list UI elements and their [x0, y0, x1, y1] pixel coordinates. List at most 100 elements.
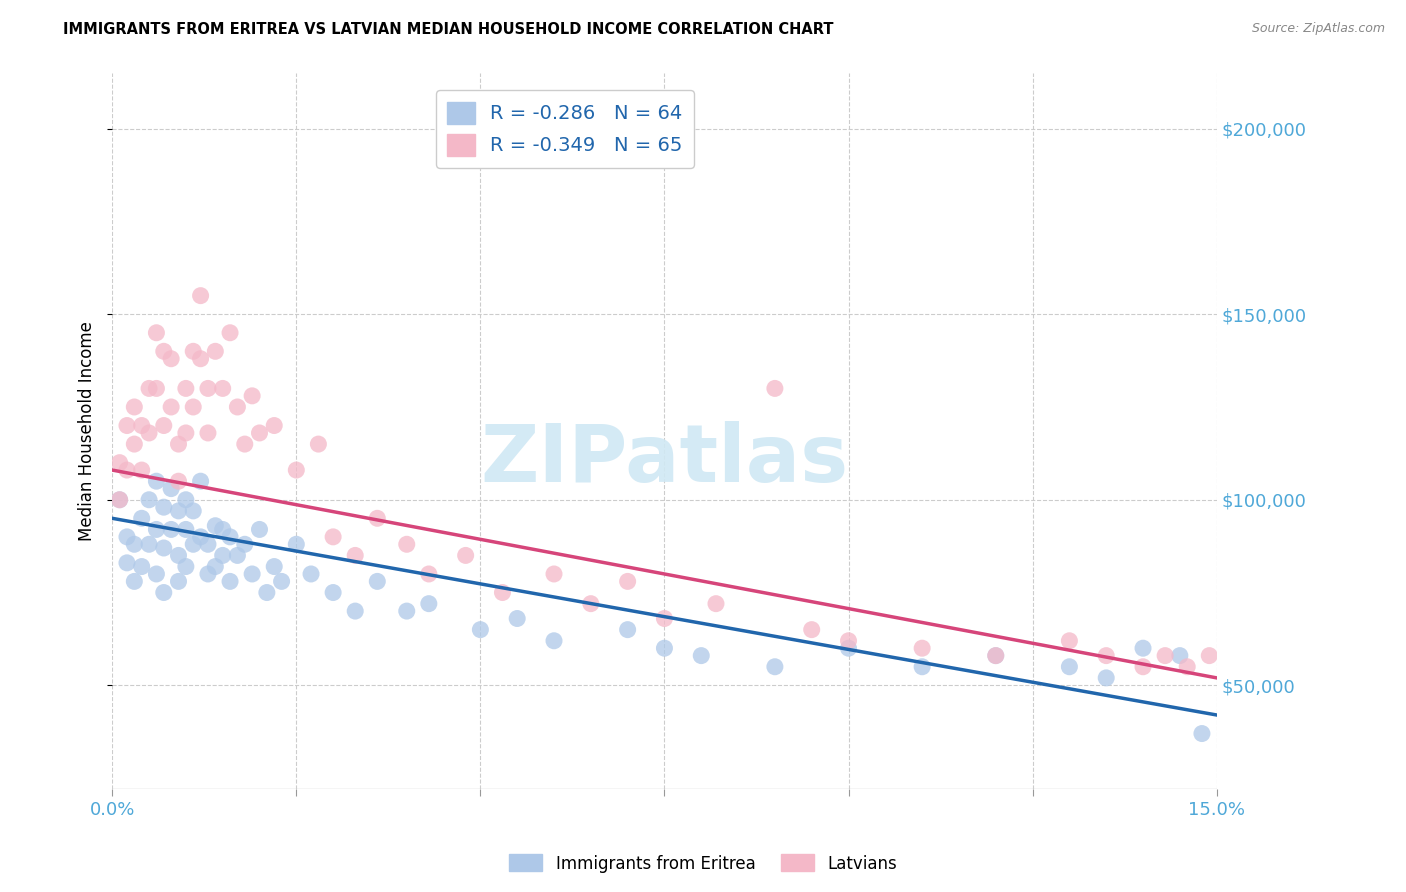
Point	[543, 633, 565, 648]
Point	[124, 537, 146, 551]
Point	[204, 518, 226, 533]
Point	[152, 585, 174, 599]
Point	[160, 523, 183, 537]
Point	[204, 559, 226, 574]
Point	[249, 425, 271, 440]
Point	[366, 511, 388, 525]
Point	[322, 530, 344, 544]
Point	[160, 482, 183, 496]
Point	[131, 511, 153, 525]
Point	[160, 400, 183, 414]
Point	[181, 504, 204, 518]
Point	[233, 537, 256, 551]
Point	[181, 344, 204, 359]
Point	[984, 648, 1007, 663]
Point	[174, 523, 197, 537]
Point	[1168, 648, 1191, 663]
Point	[984, 648, 1007, 663]
Point	[263, 559, 285, 574]
Point	[124, 400, 146, 414]
Point	[470, 623, 492, 637]
Point	[454, 549, 477, 563]
Point	[167, 574, 190, 589]
Point	[167, 474, 190, 488]
Point	[145, 381, 167, 395]
Point	[160, 351, 183, 366]
Point	[249, 523, 271, 537]
Legend: Immigrants from Eritrea, Latvians: Immigrants from Eritrea, Latvians	[502, 847, 904, 880]
Point	[1279, 671, 1302, 685]
Point	[1250, 686, 1272, 700]
Point	[1294, 723, 1316, 737]
Point	[131, 418, 153, 433]
Point	[190, 474, 212, 488]
Point	[240, 389, 263, 403]
Point	[115, 418, 138, 433]
Point	[1095, 648, 1118, 663]
Point	[152, 541, 174, 555]
Point	[506, 611, 529, 625]
Point	[197, 381, 219, 395]
Point	[270, 574, 292, 589]
Point	[344, 604, 367, 618]
Point	[115, 556, 138, 570]
Point	[579, 597, 602, 611]
Point	[395, 604, 418, 618]
Point	[145, 566, 167, 581]
Point	[167, 504, 190, 518]
Point	[138, 425, 160, 440]
Point	[911, 641, 934, 656]
Point	[174, 559, 197, 574]
Point	[226, 549, 249, 563]
Point	[263, 418, 285, 433]
Point	[299, 566, 322, 581]
Point	[366, 574, 388, 589]
Point	[219, 530, 242, 544]
Point	[174, 425, 197, 440]
Point	[152, 418, 174, 433]
Point	[145, 523, 167, 537]
Point	[174, 492, 197, 507]
Point	[131, 559, 153, 574]
Point	[219, 326, 242, 340]
Point	[211, 523, 233, 537]
Point	[190, 351, 212, 366]
Point	[108, 492, 131, 507]
Point	[138, 537, 160, 551]
Point	[145, 474, 167, 488]
Point	[1154, 648, 1177, 663]
Point	[152, 344, 174, 359]
Point	[226, 400, 249, 414]
Point	[837, 633, 859, 648]
Point	[491, 585, 513, 599]
Point	[418, 566, 440, 581]
Point	[1264, 659, 1286, 673]
Point	[418, 597, 440, 611]
Point	[763, 659, 786, 673]
Text: ZIPatlas: ZIPatlas	[481, 421, 849, 499]
Point	[1234, 659, 1257, 673]
Point	[1132, 641, 1154, 656]
Point	[211, 381, 233, 395]
Point	[1095, 671, 1118, 685]
Point	[108, 456, 131, 470]
Y-axis label: Median Household Income: Median Household Income	[79, 321, 96, 541]
Point	[197, 425, 219, 440]
Point	[108, 492, 131, 507]
Point	[1198, 648, 1220, 663]
Point	[190, 530, 212, 544]
Text: IMMIGRANTS FROM ERITREA VS LATVIAN MEDIAN HOUSEHOLD INCOME CORRELATION CHART: IMMIGRANTS FROM ERITREA VS LATVIAN MEDIA…	[63, 22, 834, 37]
Point	[344, 549, 367, 563]
Point	[181, 537, 204, 551]
Point	[1132, 659, 1154, 673]
Point	[211, 549, 233, 563]
Point	[1220, 671, 1243, 685]
Point	[285, 537, 308, 551]
Point	[654, 641, 676, 656]
Point	[197, 566, 219, 581]
Point	[219, 574, 242, 589]
Point	[145, 326, 167, 340]
Point	[837, 641, 859, 656]
Point	[395, 537, 418, 551]
Point	[690, 648, 713, 663]
